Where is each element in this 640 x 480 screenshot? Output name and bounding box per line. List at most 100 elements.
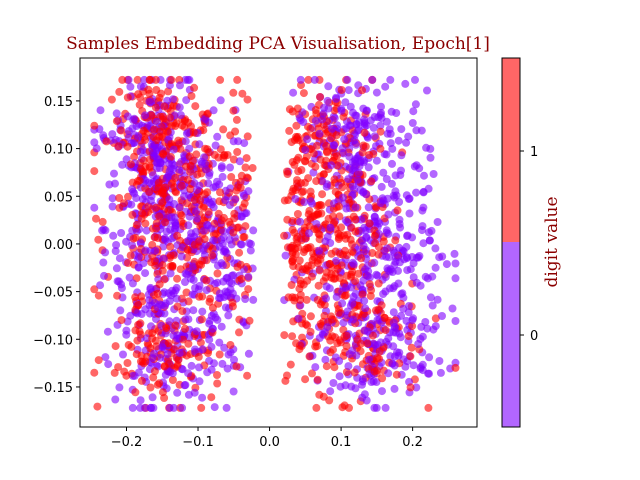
y-tick-label: 0.00 — [44, 238, 73, 253]
scatter-point-class-0 — [451, 317, 460, 325]
scatter-point-class-0 — [370, 258, 379, 267]
scatter-point-class-0 — [384, 266, 393, 275]
scatter-point-class-0 — [236, 240, 245, 249]
scatter-point-class-1 — [171, 173, 180, 182]
scatter-point-class-1 — [135, 100, 144, 109]
scatter-point-class-1 — [351, 277, 360, 286]
scatter-point-class-1 — [311, 342, 320, 351]
scatter-point-class-0 — [315, 129, 324, 138]
scatter-point-class-1 — [304, 75, 313, 84]
scatter-point-class-0 — [101, 353, 110, 362]
scatter-point-class-0 — [244, 349, 253, 358]
scatter-point-class-0 — [227, 240, 236, 249]
scatter-point-class-0 — [344, 362, 353, 371]
scatter-point-class-0 — [150, 152, 159, 161]
scatter-point-class-0 — [175, 349, 184, 357]
scatter-point-class-1 — [191, 102, 200, 111]
scatter-point-class-0 — [377, 102, 385, 111]
scatter-point-class-0 — [351, 111, 360, 120]
scatter-point-class-0 — [128, 241, 137, 250]
scatter-point-class-0 — [207, 311, 216, 320]
scatter-point-class-0 — [122, 330, 131, 339]
scatter-point-class-0 — [234, 137, 243, 146]
scatter-point-class-0 — [375, 219, 384, 228]
scatter-point-class-0 — [382, 175, 391, 183]
scatter-point-class-1 — [307, 272, 316, 281]
scatter-point-class-0 — [184, 221, 193, 230]
scatter-point-class-0 — [193, 214, 202, 223]
scatter-point-class-1 — [215, 197, 224, 206]
scatter-point-class-1 — [152, 203, 161, 212]
scatter-point-class-1 — [311, 106, 320, 114]
scatter-point-class-1 — [357, 254, 366, 263]
scatter-point-class-0 — [124, 127, 133, 136]
scatter-point-class-1 — [294, 153, 303, 162]
scatter-point-class-0 — [211, 141, 220, 150]
scatter-point-class-0 — [381, 273, 390, 281]
scatter-point-class-0 — [428, 272, 437, 281]
scatter-point-class-1 — [306, 243, 315, 252]
scatter-point-class-1 — [150, 233, 159, 242]
scatter-point-class-0 — [451, 259, 460, 268]
scatter-point-class-1 — [290, 228, 299, 237]
scatter-point-class-0 — [387, 107, 396, 116]
scatter-point-class-0 — [202, 286, 211, 295]
scatter-point-class-0 — [181, 278, 189, 286]
y-tick-label: −0.05 — [33, 286, 73, 301]
scatter-point-class-1 — [330, 175, 339, 184]
scatter-point-class-1 — [195, 292, 204, 301]
scatter-point-class-0 — [90, 203, 99, 212]
scatter-point-class-1 — [160, 362, 169, 371]
scatter-point-class-1 — [165, 113, 174, 122]
scatter-point-class-0 — [353, 175, 362, 184]
scatter-point-class-1 — [149, 373, 158, 382]
scatter-point-class-0 — [101, 248, 110, 257]
scatter-point-class-0 — [369, 123, 378, 132]
scatter-point-class-1 — [299, 280, 308, 289]
scatter-point-class-0 — [191, 284, 200, 292]
scatter-point-class-0 — [353, 126, 362, 135]
scatter-point-class-1 — [214, 209, 223, 218]
scatter-point-class-0 — [363, 272, 372, 281]
scatter-point-class-0 — [337, 106, 346, 115]
scatter-point-class-1 — [358, 86, 366, 95]
colorbar-label: digit value — [542, 196, 562, 287]
scatter-point-class-0 — [148, 393, 157, 402]
scatter-point-class-0 — [390, 384, 399, 393]
scatter-point-class-1 — [345, 403, 353, 412]
scatter-point-class-1 — [320, 311, 329, 320]
scatter-point-class-0 — [403, 231, 412, 240]
scatter-point-class-0 — [185, 144, 194, 153]
scatter-point-class-1 — [283, 215, 292, 224]
scatter-point-class-1 — [161, 218, 169, 227]
scatter-point-class-1 — [358, 290, 367, 299]
scatter-point-class-1 — [299, 248, 308, 257]
scatter-point-class-1 — [243, 95, 252, 104]
scatter-point-class-0 — [395, 348, 404, 357]
scatter-point-class-1 — [320, 161, 329, 170]
scatter-point-class-1 — [312, 403, 321, 412]
scatter-point-class-0 — [339, 193, 347, 202]
scatter-point-class-1 — [146, 383, 155, 392]
x-axis: −0.2 −0.1 0.0 0.1 0.2 — [111, 427, 423, 450]
scatter-point-class-1 — [123, 142, 132, 151]
scatter-point-class-0 — [376, 121, 385, 130]
scatter-point-class-1 — [329, 212, 337, 221]
scatter-point-class-0 — [187, 229, 196, 238]
scatter-point-class-1 — [138, 209, 147, 218]
scatter-point-class-0 — [163, 350, 172, 359]
scatter-point-class-0 — [210, 359, 218, 368]
scatter-point-class-0 — [230, 355, 238, 364]
scatter-point-class-1 — [197, 403, 206, 412]
scatter-point-class-1 — [372, 366, 381, 375]
scatter-point-class-1 — [317, 201, 326, 210]
scatter-point-class-0 — [318, 115, 326, 124]
scatter-point-class-0 — [332, 293, 341, 301]
scatter-point-class-1 — [351, 227, 360, 236]
scatter-point-class-1 — [133, 75, 142, 84]
scatter-point-class-1 — [374, 279, 383, 288]
scatter-point-class-1 — [195, 237, 204, 246]
scatter-point-class-0 — [310, 75, 319, 84]
scatter-point-class-1 — [152, 219, 161, 228]
y-tick-label: 0.05 — [44, 190, 73, 205]
